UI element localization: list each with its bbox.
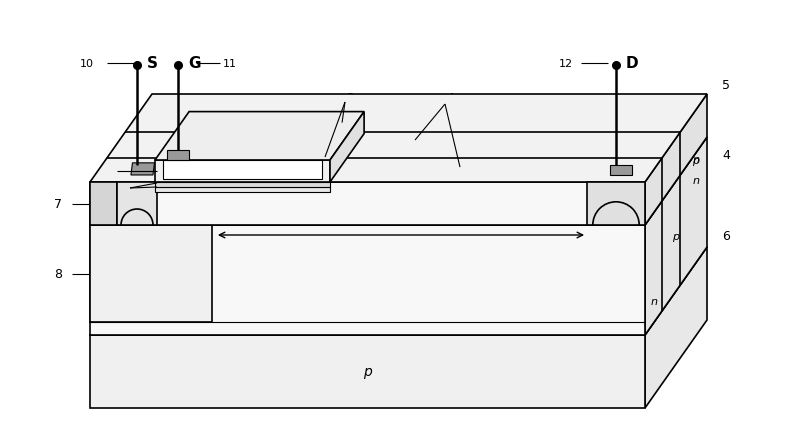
Text: 2: 2 — [113, 183, 121, 196]
Text: n: n — [692, 175, 699, 185]
Text: 7: 7 — [54, 197, 62, 211]
Text: 6: 6 — [722, 230, 730, 243]
Text: 10: 10 — [80, 59, 94, 69]
Text: D: D — [626, 56, 638, 71]
Polygon shape — [90, 138, 707, 225]
Text: n: n — [395, 273, 404, 287]
Text: 4: 4 — [722, 149, 730, 162]
Polygon shape — [587, 183, 645, 225]
Polygon shape — [155, 161, 330, 183]
Polygon shape — [90, 247, 707, 335]
Text: L$_d$: L$_d$ — [414, 220, 428, 235]
Polygon shape — [163, 161, 322, 180]
Polygon shape — [645, 138, 707, 335]
Text: p: p — [363, 365, 372, 379]
Polygon shape — [330, 112, 364, 183]
Text: 1: 1 — [113, 183, 121, 196]
Text: n: n — [692, 155, 699, 165]
Text: 4: 4 — [446, 91, 454, 104]
Text: n+: n+ — [130, 199, 144, 209]
Polygon shape — [167, 150, 189, 161]
Polygon shape — [90, 225, 212, 322]
Text: 5: 5 — [722, 78, 730, 91]
Text: p: p — [412, 107, 421, 121]
Polygon shape — [117, 183, 157, 225]
Text: n: n — [651, 296, 658, 306]
Text: p: p — [146, 267, 154, 280]
Text: p: p — [692, 155, 699, 165]
Text: n: n — [692, 114, 699, 123]
Polygon shape — [155, 112, 364, 161]
Polygon shape — [90, 183, 117, 225]
Polygon shape — [90, 183, 645, 225]
Polygon shape — [90, 335, 645, 408]
Polygon shape — [645, 247, 707, 408]
Text: 3: 3 — [346, 91, 354, 104]
Wedge shape — [121, 209, 153, 225]
Text: 12: 12 — [559, 59, 573, 69]
Text: p: p — [372, 164, 380, 177]
Text: n: n — [389, 139, 398, 153]
Text: 11: 11 — [223, 59, 237, 69]
Polygon shape — [645, 95, 707, 225]
Text: 8: 8 — [54, 267, 62, 280]
Text: n+: n+ — [609, 199, 623, 209]
Polygon shape — [155, 183, 330, 187]
Polygon shape — [90, 95, 707, 183]
Text: G: G — [188, 56, 201, 71]
Wedge shape — [593, 203, 639, 225]
Text: p: p — [673, 231, 679, 241]
Polygon shape — [131, 163, 154, 175]
Text: S: S — [147, 56, 158, 71]
Text: 9: 9 — [99, 165, 107, 178]
Polygon shape — [155, 187, 330, 193]
Text: p+: p+ — [96, 199, 110, 209]
Polygon shape — [610, 166, 632, 175]
Polygon shape — [90, 225, 645, 335]
